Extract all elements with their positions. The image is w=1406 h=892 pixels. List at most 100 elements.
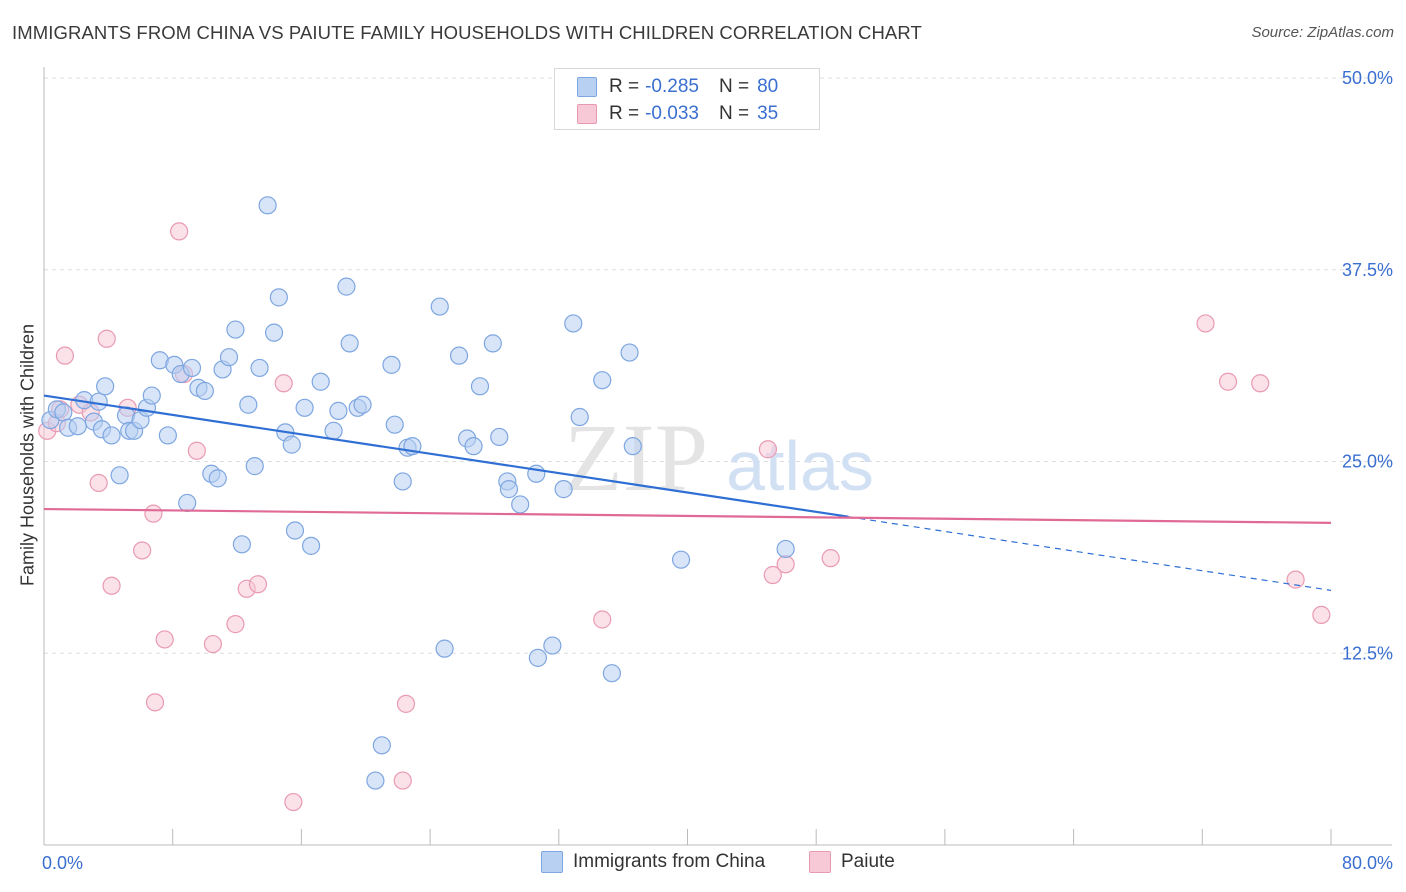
paiute-point	[758, 440, 778, 459]
china-point	[511, 495, 530, 514]
paiute-swatch	[577, 104, 597, 124]
china-point	[372, 736, 391, 755]
china-point	[102, 426, 121, 445]
china-point	[776, 539, 795, 559]
paiute-point	[55, 346, 75, 365]
china-swatch	[577, 77, 597, 97]
china-point	[264, 323, 284, 342]
china-point	[564, 314, 583, 333]
n-label: N =	[718, 103, 750, 124]
paiute-point	[593, 610, 612, 629]
paiute-point	[248, 575, 268, 594]
china-point	[393, 472, 412, 491]
paiute-point	[821, 549, 840, 568]
china-point	[258, 196, 277, 215]
china-point	[435, 639, 454, 658]
china-point	[226, 320, 245, 339]
paiute-point	[203, 634, 223, 654]
china-point	[554, 480, 573, 499]
china-point	[142, 386, 161, 405]
china-point	[623, 437, 642, 456]
paiute-point	[145, 693, 165, 712]
axes	[43, 67, 1392, 846]
x-tick-label: 0.0%	[42, 853, 83, 873]
china-point	[219, 348, 239, 367]
legend-item-china[interactable]: Immigrants from China	[541, 851, 765, 873]
paiute-point	[1196, 314, 1215, 333]
china-point	[353, 395, 372, 414]
r-value: -0.285	[645, 76, 699, 97]
china-points	[41, 196, 795, 790]
china-point	[96, 377, 115, 396]
paiute-point	[1218, 372, 1238, 391]
paiute-point	[1312, 605, 1331, 625]
china-point	[430, 297, 449, 316]
china-point	[337, 277, 356, 296]
paiute-point	[763, 565, 782, 585]
legend-label-china: Immigrants from China	[573, 851, 766, 872]
china-trend-line	[43, 394, 849, 518]
tick-labels: 12.5% 25.0% 37.5% 50.0% 0.0% 80.0%	[42, 68, 1393, 873]
watermark-zip: ZIP	[564, 404, 708, 511]
paiute-point	[155, 630, 174, 649]
paiute-point	[170, 222, 189, 241]
y-tick-label: 50.0%	[1342, 68, 1393, 88]
r-value: -0.033	[645, 103, 699, 124]
china-point	[232, 535, 251, 554]
china-point	[295, 398, 314, 417]
china-trend-extension	[848, 516, 1332, 591]
china-point	[385, 415, 404, 434]
y-tick-label: 37.5%	[1342, 260, 1393, 280]
china-point	[570, 407, 589, 427]
n-label: N =	[718, 76, 750, 97]
china-point	[340, 334, 359, 353]
china-point	[282, 435, 301, 454]
china-point	[382, 355, 401, 374]
paiute-point	[1251, 374, 1270, 393]
china-point	[499, 480, 519, 499]
china-point	[528, 648, 547, 667]
y-tick-label: 12.5%	[1342, 643, 1393, 663]
gridlines	[44, 77, 1392, 654]
china-point	[239, 395, 258, 414]
paiute-point	[133, 541, 152, 560]
china-point	[543, 636, 562, 655]
r-label: R =	[609, 103, 640, 124]
china-point	[158, 426, 177, 445]
china-point	[269, 288, 288, 307]
china-point	[110, 466, 129, 485]
paiute-point	[393, 771, 412, 790]
y-axis-label: Family Households with Children	[17, 323, 38, 587]
china-legend-swatch	[541, 851, 563, 873]
china-point	[602, 664, 621, 683]
china-point	[490, 427, 509, 447]
china-point	[470, 377, 490, 396]
china-point	[208, 469, 227, 488]
watermark: ZIP atlas	[564, 404, 874, 511]
r-label: R =	[609, 76, 640, 97]
china-point	[311, 372, 330, 391]
paiute-point	[226, 615, 245, 634]
paiute-point	[89, 473, 108, 493]
china-point	[182, 358, 202, 378]
china-point	[366, 771, 385, 790]
china-point	[329, 401, 348, 420]
stats-row-china: R = -0.285 N = 80	[577, 75, 778, 99]
paiute-trend-line	[43, 507, 1332, 524]
x-tick-label: 80.0%	[1342, 853, 1393, 873]
stats-legend: R = -0.285 N = 80 R = -0.033 N = 35	[554, 68, 820, 130]
paiute-point	[776, 555, 795, 574]
china-point	[483, 334, 502, 353]
chart-title: IMMIGRANTS FROM CHINA VS PAIUTE FAMILY H…	[12, 22, 922, 43]
y-tick-label: 25.0%	[1342, 452, 1393, 472]
china-point	[671, 550, 691, 569]
paiute-point	[144, 504, 163, 523]
n-value: 35	[757, 103, 779, 124]
china-point	[324, 421, 343, 440]
paiute-point	[396, 694, 416, 713]
paiute-point	[274, 374, 293, 393]
china-point	[285, 521, 305, 540]
legend-item-paiute[interactable]: Paiute	[809, 851, 895, 873]
trend-lines	[43, 394, 1332, 591]
